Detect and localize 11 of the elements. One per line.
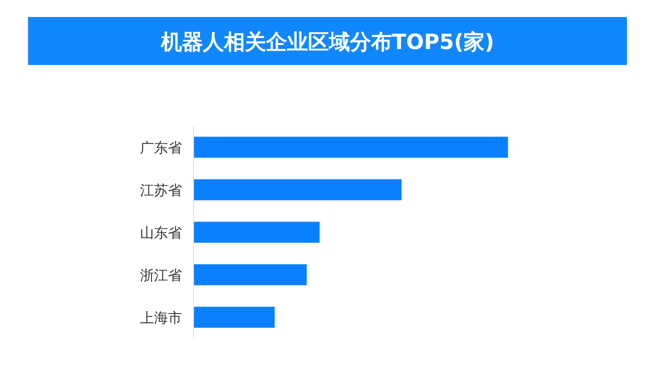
y-tick-label: 上海市 xyxy=(140,310,182,326)
bar xyxy=(194,222,320,243)
bar xyxy=(194,264,307,286)
chart-title: 机器人相关企业区域分布TOP5(家) xyxy=(160,30,494,54)
bar xyxy=(194,306,275,328)
bar xyxy=(194,136,508,158)
y-tick-label: 山东省 xyxy=(140,225,182,242)
y-tick-label: 江苏省 xyxy=(140,182,182,199)
y-tick-label: 广东省 xyxy=(140,140,182,156)
y-tick-label: 浙江省 xyxy=(140,268,182,284)
bar xyxy=(194,179,402,200)
